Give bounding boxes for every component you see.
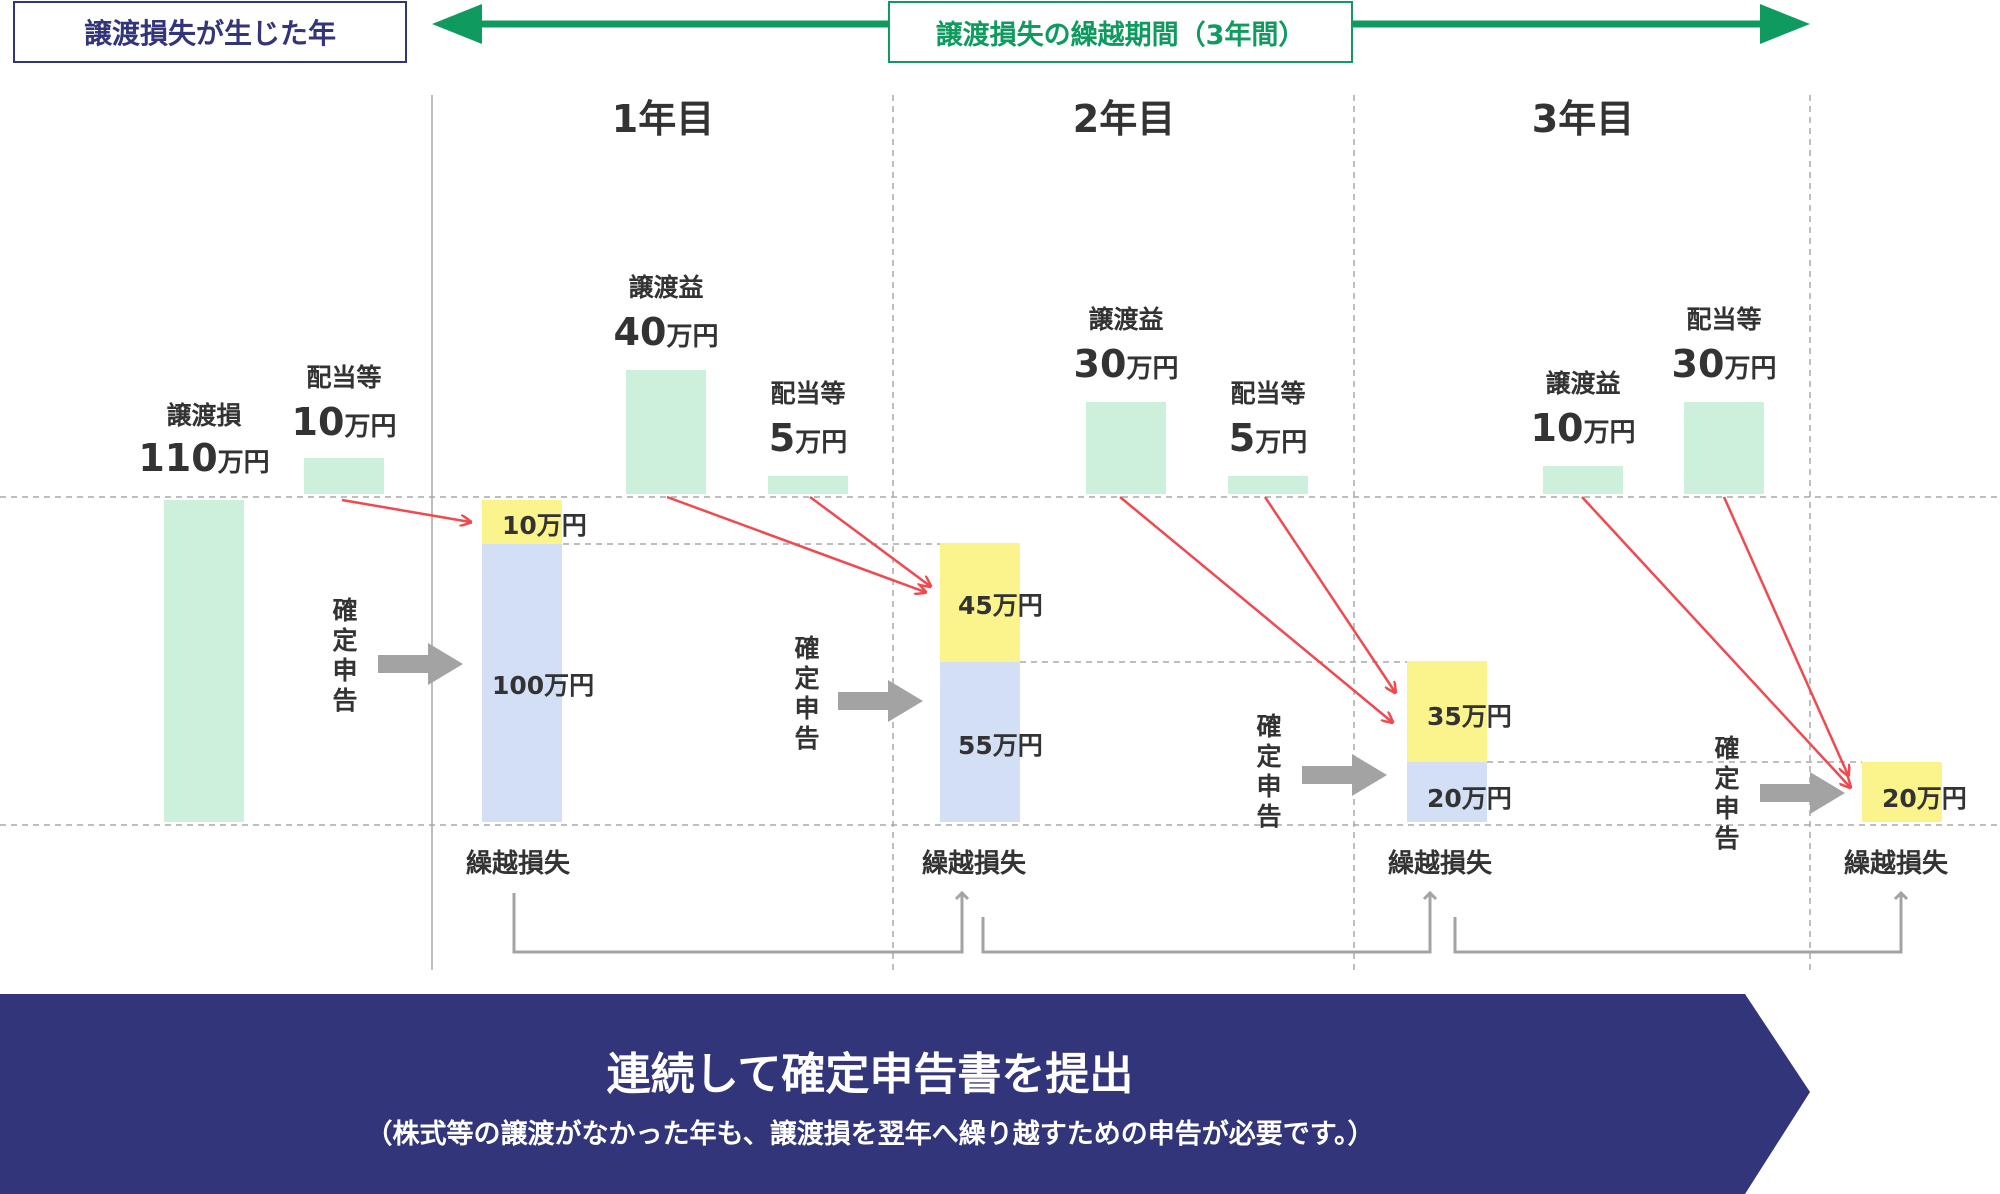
dividend-bar (1684, 402, 1764, 494)
gain-amount: 10万円 (1530, 406, 1636, 450)
carryover-connectors (512, 890, 1909, 954)
year-heading-1: 1年目 (611, 97, 715, 141)
offset-label: 35万円 (1427, 702, 1512, 731)
dividend-caption: 配当等 (306, 363, 382, 392)
gain-bar (1543, 466, 1623, 494)
carryover-loss-bar (482, 544, 562, 822)
carryover-period-label: 譲渡損失の繰越期間（3年間） (888, 1, 1353, 63)
gain-caption: 譲渡益 (1088, 305, 1164, 334)
banner-note: （株式等の譲渡がなかった年も、譲渡損を翌年へ繰り越すための申告が必要です。） (365, 1119, 1375, 1150)
offset-arrows (341, 495, 1850, 787)
carryover-loss-bar (1407, 762, 1487, 822)
offset-label: 45万円 (958, 591, 1043, 620)
gain-caption: 譲渡益 (1545, 369, 1621, 398)
banner-shape (0, 994, 1810, 1194)
offset-bar (482, 500, 562, 544)
dividend-amount: 10万円 (291, 400, 397, 444)
offset-label: 10万円 (502, 511, 587, 540)
year-heading-2: 2年目 (1072, 97, 1176, 141)
gain-caption: 譲渡益 (628, 273, 704, 302)
dividend-bar (768, 476, 848, 494)
dividend-amount: 5万円 (1228, 416, 1308, 460)
banner-title: 連続して確定申告書を提出 (606, 1049, 1134, 1100)
carryover-period-arrow (432, 4, 1810, 44)
offset-label: 20万円 (1882, 784, 1967, 813)
gain-bar (1086, 402, 1166, 494)
dividend-caption: 配当等 (1686, 305, 1762, 334)
gain-amount: 30万円 (1073, 342, 1179, 386)
remaining-loss-label: 55万円 (958, 731, 1043, 760)
gain-amount: 40万円 (613, 310, 719, 354)
loss-amount: 110万円 (138, 436, 270, 480)
offset-bar (940, 543, 1020, 662)
carryover-loss-caption: 繰越損失 (922, 849, 1027, 879)
loss-caption: 譲渡損 (166, 401, 242, 430)
filing-label: 確定申告 (794, 634, 820, 753)
offset-bar (1407, 661, 1487, 762)
gain-bar (626, 370, 706, 494)
loss-bar (164, 500, 244, 822)
year-heading-3: 3年目 (1531, 97, 1635, 141)
filing-label: 確定申告 (1714, 734, 1740, 853)
carryover-loss-caption: 繰越損失 (466, 849, 571, 879)
carryover-loss-caption: 繰越損失 (1388, 849, 1493, 879)
dividend-bar (304, 458, 384, 494)
offset-bar (1862, 762, 1942, 822)
dividend-amount: 5万円 (768, 416, 848, 460)
filing-arrows (378, 643, 1845, 814)
dividend-caption: 配当等 (1230, 379, 1306, 408)
carryover-loss-bar (940, 662, 1020, 822)
remaining-loss-label: 100万円 (492, 671, 595, 700)
filing-label: 確定申告 (332, 596, 358, 715)
dividend-caption: 配当等 (770, 379, 846, 408)
loss-year-label: 譲渡損失が生じた年 (13, 1, 407, 63)
dividend-bar (1228, 476, 1308, 494)
filing-label: 確定申告 (1256, 712, 1282, 831)
carryover-loss-caption: 繰越損失 (1844, 849, 1949, 879)
dividend-amount: 30万円 (1671, 342, 1777, 386)
remaining-loss-label: 20万円 (1427, 784, 1512, 813)
